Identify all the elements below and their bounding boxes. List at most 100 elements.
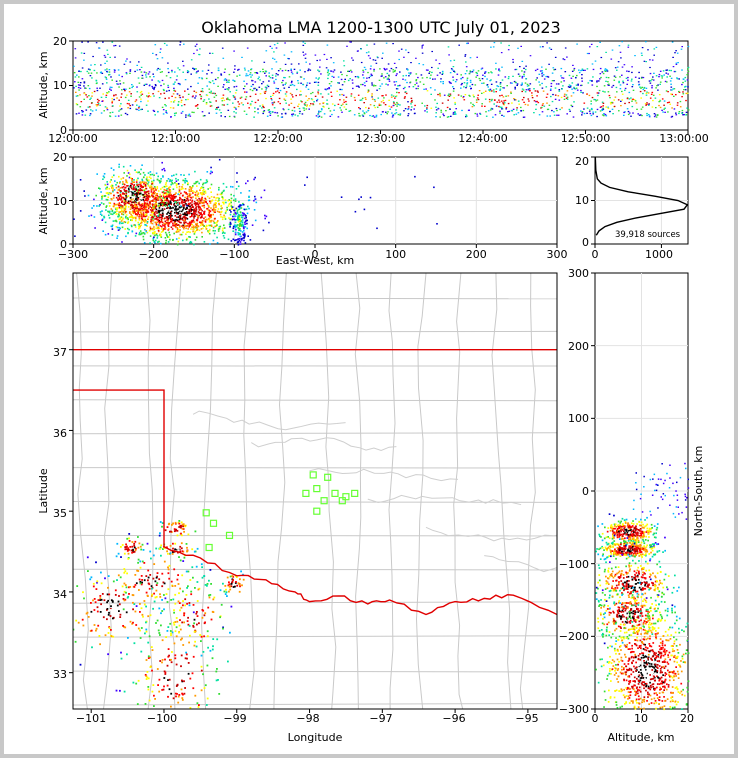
- source-point: [169, 234, 171, 236]
- source-point: [95, 561, 97, 564]
- source-point: [171, 69, 173, 72]
- source-point: [197, 192, 199, 194]
- source-point: [191, 215, 193, 217]
- source-point: [228, 223, 231, 226]
- source-point: [113, 189, 116, 191]
- source-point: [136, 200, 139, 203]
- source-point: [237, 185, 240, 188]
- source-point: [443, 94, 446, 96]
- source-point: [255, 89, 258, 91]
- source-point: [108, 74, 110, 76]
- source-point: [89, 114, 91, 117]
- source-point: [521, 88, 524, 90]
- source-point: [251, 80, 253, 82]
- source-point: [347, 79, 350, 82]
- source-point: [175, 200, 177, 202]
- source-point: [136, 209, 139, 211]
- source-point: [571, 70, 574, 72]
- source-point: [237, 101, 239, 103]
- source-point: [185, 214, 187, 216]
- source-point: [195, 209, 198, 211]
- source-point: [389, 108, 391, 110]
- source-point: [641, 86, 643, 88]
- source-point: [325, 89, 327, 91]
- source-point: [206, 207, 209, 210]
- source-point: [172, 188, 175, 190]
- source-point: [237, 216, 240, 218]
- source-point: [179, 526, 182, 529]
- source-point: [168, 193, 171, 195]
- source-point: [230, 217, 233, 220]
- source-point: [487, 86, 489, 88]
- source-point: [279, 68, 282, 70]
- source-point: [153, 236, 155, 239]
- source-point: [191, 203, 193, 206]
- source-point: [543, 78, 546, 80]
- source-point: [476, 115, 479, 117]
- source-point: [527, 104, 529, 106]
- source-point: [509, 82, 512, 84]
- source-point: [117, 574, 120, 577]
- source-point: [608, 83, 610, 85]
- source-point: [201, 220, 204, 223]
- source-point: [323, 53, 326, 56]
- source-point: [112, 197, 115, 199]
- source-point: [135, 232, 138, 235]
- source-point: [143, 603, 146, 606]
- source-point: [246, 47, 249, 49]
- source-point: [300, 94, 302, 96]
- source-point: [151, 227, 154, 230]
- source-point: [410, 72, 412, 74]
- source-point: [178, 94, 181, 97]
- source-point: [611, 108, 614, 110]
- source-point: [331, 113, 333, 116]
- source-point: [206, 202, 209, 205]
- source-point: [684, 89, 687, 91]
- source-point: [499, 95, 501, 97]
- source-point: [152, 204, 155, 207]
- source-point: [214, 78, 217, 81]
- source-point: [232, 230, 234, 232]
- source-point: [145, 628, 148, 631]
- source-point: [100, 202, 103, 204]
- source-point: [191, 223, 193, 226]
- source-point: [233, 209, 236, 212]
- source-point: [167, 220, 169, 222]
- source-point: [180, 201, 183, 203]
- source-point: [175, 223, 177, 225]
- source-point: [181, 202, 183, 204]
- source-point: [548, 63, 550, 65]
- source-point: [168, 180, 171, 183]
- source-point: [151, 218, 154, 220]
- source-point: [207, 69, 210, 71]
- source-point: [149, 666, 152, 668]
- source-point: [133, 544, 136, 547]
- source-point: [539, 46, 542, 48]
- source-point: [250, 68, 253, 70]
- source-point: [162, 209, 164, 212]
- source-point: [106, 92, 109, 94]
- source-point: [172, 522, 174, 525]
- source-point: [449, 108, 451, 110]
- source-point: [161, 203, 163, 205]
- source-point: [645, 61, 647, 63]
- source-point: [119, 109, 122, 111]
- source-point: [625, 77, 628, 79]
- river-line: [425, 526, 557, 542]
- source-point: [570, 104, 573, 106]
- source-point: [169, 202, 172, 204]
- source-point: [159, 233, 161, 235]
- source-point: [188, 604, 191, 607]
- source-point: [154, 207, 157, 209]
- source-point: [170, 101, 172, 103]
- source-point: [671, 41, 674, 43]
- source-point: [607, 106, 609, 108]
- source-point: [449, 60, 452, 62]
- source-point: [120, 207, 123, 209]
- source-point: [410, 97, 413, 99]
- source-point: [167, 216, 169, 218]
- source-point: [645, 92, 648, 94]
- source-point: [672, 56, 674, 58]
- source-point: [178, 624, 181, 627]
- source-point: [238, 205, 241, 208]
